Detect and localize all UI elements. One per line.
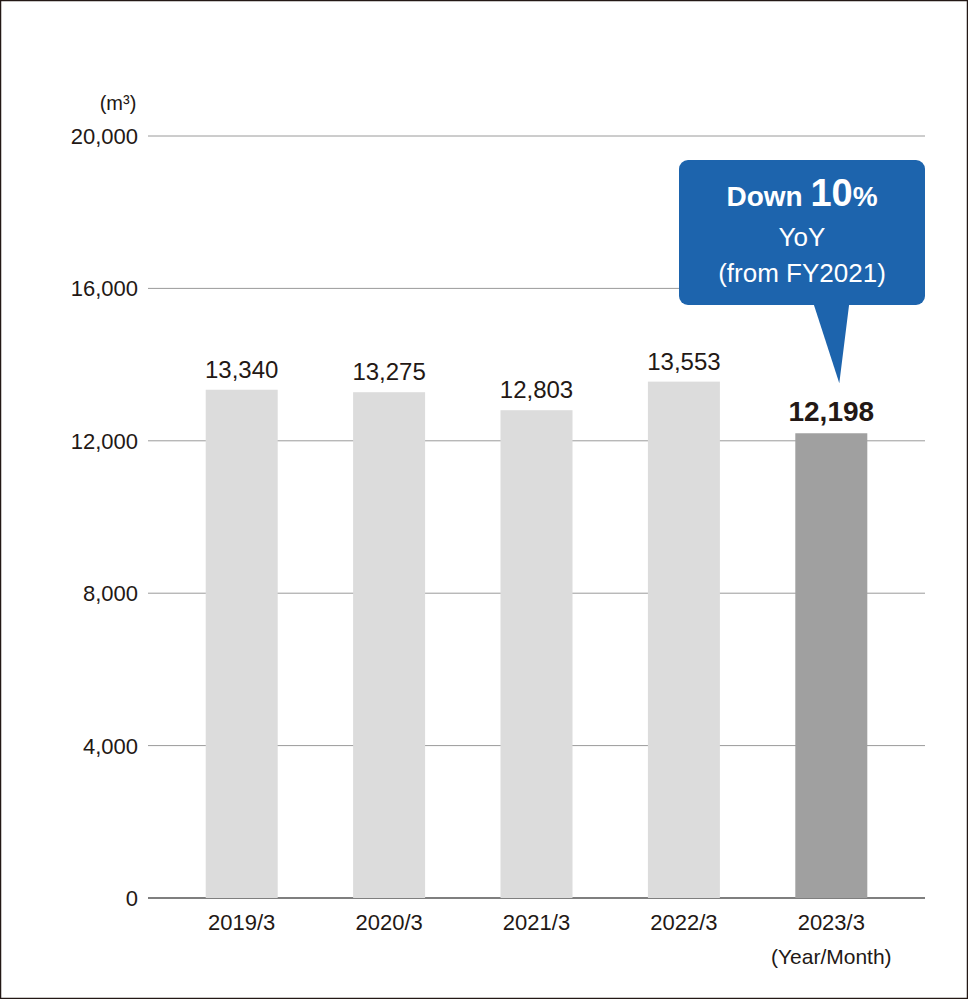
grid-line — [148, 136, 925, 137]
y-axis-label: (m³) — [100, 92, 137, 114]
bar — [795, 433, 867, 898]
x-tick-label: 2021/3 — [503, 910, 570, 935]
annotation: YoY — [779, 222, 826, 252]
x-tick-label: 2020/3 — [355, 910, 422, 935]
data-label: 12,803 — [500, 376, 573, 403]
annotation: (from FY2021) — [718, 258, 886, 288]
callout-box — [679, 160, 925, 305]
bar — [206, 390, 278, 898]
bar — [648, 382, 720, 898]
x-tick-label: 2019/3 — [208, 910, 275, 935]
data-label: 13,275 — [352, 358, 425, 385]
y-tick-label: 4,000 — [83, 734, 138, 759]
frame — [1, 1, 968, 999]
y-tick-label: 0 — [126, 886, 138, 911]
bar — [501, 410, 573, 898]
x-tick-label: 2023/3 — [798, 910, 865, 935]
x-axis-label: (Year/Month) — [771, 945, 892, 968]
x-tick-label: 2022/3 — [650, 910, 717, 935]
annotation-part: % — [853, 181, 878, 212]
annotation-part: 10 — [810, 172, 852, 214]
y-tick-label: 20,000 — [71, 124, 138, 149]
data-label: 13,553 — [647, 348, 720, 375]
data-label: 12,198 — [788, 396, 874, 427]
annotation-part: Down — [726, 181, 810, 212]
chart: 0 4,000 8,000 12,000 16,000 20,000 (m³) 13,340 2… — [0, 0, 968, 999]
data-label: 13,340 — [205, 356, 278, 383]
annotation: Down 10% — [726, 172, 877, 214]
callout-pointer — [813, 303, 849, 383]
y-tick-label: 16,000 — [71, 276, 138, 301]
y-tick-label: 12,000 — [71, 429, 138, 454]
y-tick-label: 8,000 — [83, 581, 138, 606]
bars — [206, 382, 868, 898]
bar — [353, 392, 425, 898]
